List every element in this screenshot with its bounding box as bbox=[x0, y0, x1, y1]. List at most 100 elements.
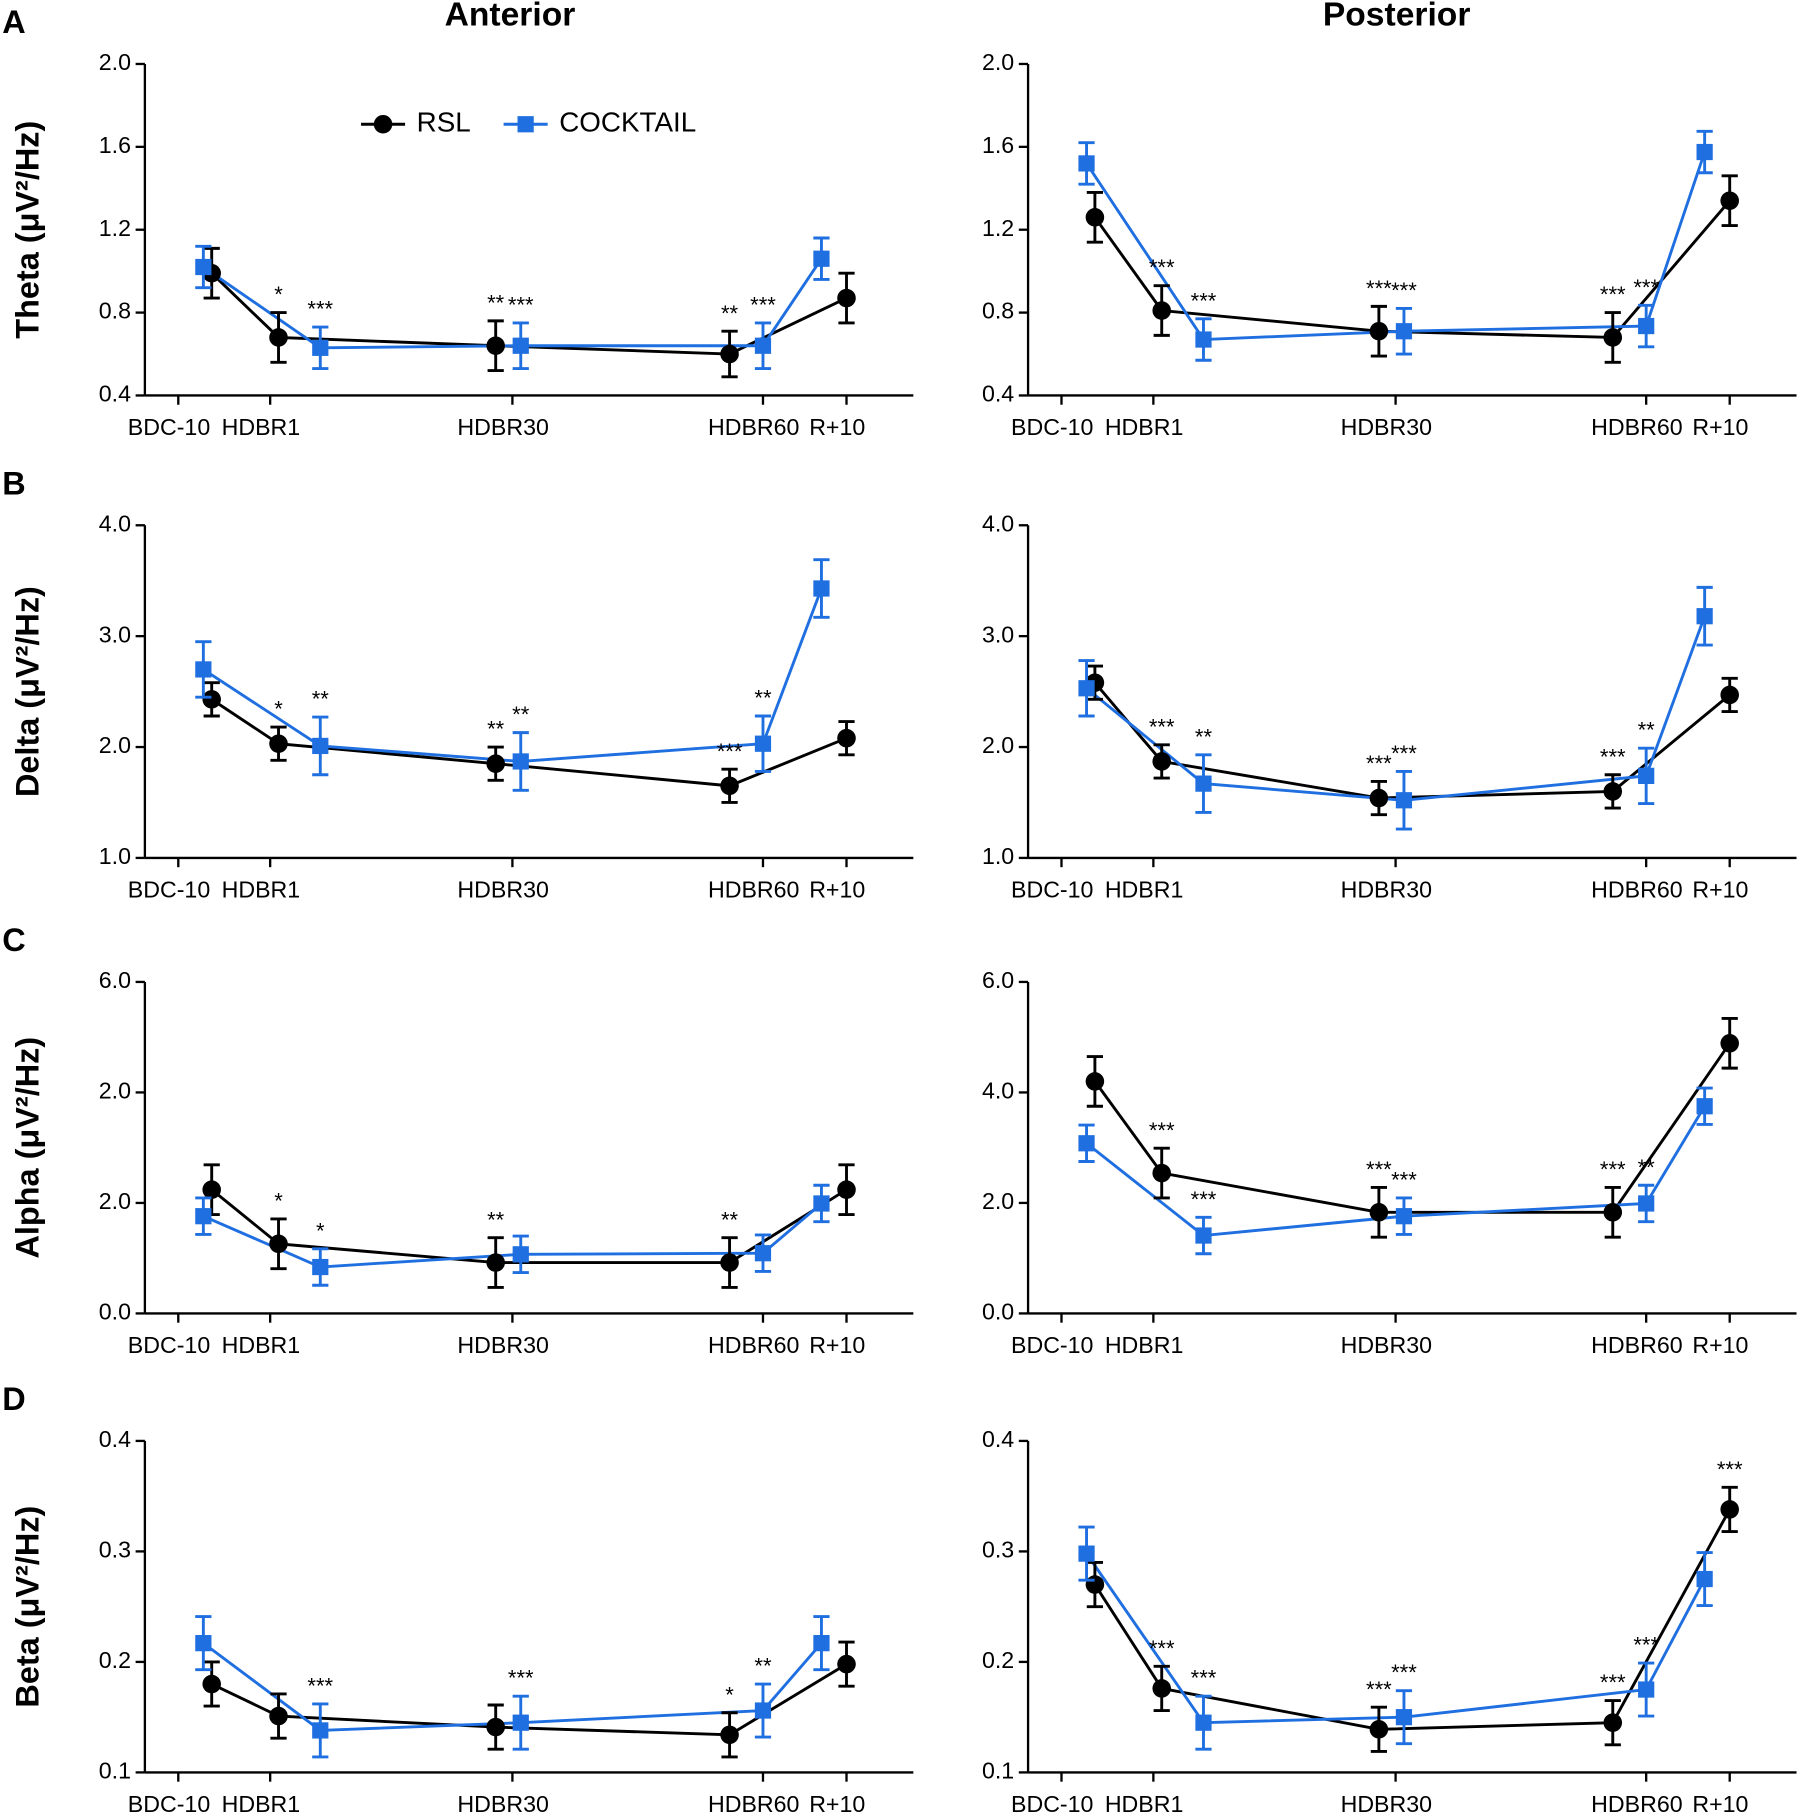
marker bbox=[720, 776, 739, 796]
y-tick-label: 0.1 bbox=[982, 1758, 1014, 1784]
x-tick-label: BDC-10 bbox=[128, 1332, 210, 1358]
marker bbox=[1085, 1072, 1105, 1091]
y-tick-label: 1.0 bbox=[99, 843, 131, 869]
significance-label: *** bbox=[508, 1666, 534, 1691]
marker bbox=[1369, 1720, 1389, 1739]
significance-label: *** bbox=[717, 739, 743, 764]
marker bbox=[1696, 1570, 1713, 1588]
x-tick-label: HDBR60 bbox=[708, 414, 799, 440]
marker bbox=[1603, 782, 1623, 801]
significance-label: *** bbox=[307, 297, 333, 322]
marker bbox=[1603, 1203, 1623, 1222]
marker bbox=[312, 1258, 329, 1276]
marker bbox=[837, 1180, 856, 1199]
y-tick-label: 0.1 bbox=[99, 1758, 131, 1784]
marker bbox=[1395, 323, 1413, 340]
marker bbox=[195, 661, 212, 678]
x-tick-label: HDBR1 bbox=[222, 1791, 301, 1817]
x-tick-label: HDBR30 bbox=[457, 414, 548, 440]
significance-label: *** bbox=[1149, 255, 1175, 280]
marker bbox=[202, 1180, 221, 1199]
significance-label: *** bbox=[1149, 1636, 1175, 1661]
significance-label: ** bbox=[312, 687, 330, 712]
marker bbox=[269, 1706, 288, 1726]
significance-label: *** bbox=[1149, 1118, 1175, 1143]
y-tick-label: 0.0 bbox=[99, 1299, 131, 1325]
marker bbox=[813, 1195, 830, 1212]
x-tick-label: HDBR1 bbox=[222, 877, 301, 903]
marker bbox=[1720, 191, 1739, 210]
significance-label: *** bbox=[1366, 276, 1392, 301]
marker bbox=[754, 1245, 772, 1262]
y-tick-label: 6.0 bbox=[982, 967, 1014, 993]
marker bbox=[837, 288, 856, 308]
x-tick-label: R+10 bbox=[809, 1332, 865, 1358]
y-tick-label: 3.0 bbox=[982, 621, 1014, 647]
series-line bbox=[210, 1188, 848, 1265]
marker bbox=[1085, 208, 1105, 227]
marker bbox=[269, 328, 288, 347]
y-tick-label: 2.0 bbox=[982, 732, 1014, 758]
significance-label: *** bbox=[1391, 278, 1417, 303]
marker bbox=[720, 1253, 739, 1272]
significance-label: *** bbox=[1600, 1157, 1626, 1182]
x-tick-label: HDBR60 bbox=[708, 1332, 799, 1358]
marker bbox=[1085, 1575, 1105, 1594]
panel-label: C bbox=[2, 922, 25, 958]
significance-label: *** bbox=[1191, 1187, 1217, 1212]
x-tick-label: HDBR30 bbox=[1341, 1791, 1432, 1817]
significance-label: ** bbox=[487, 1207, 505, 1232]
marker bbox=[1603, 1713, 1623, 1732]
marker bbox=[1078, 155, 1095, 172]
marker bbox=[1152, 1679, 1171, 1698]
y-tick-label: 0.2 bbox=[99, 1647, 131, 1673]
marker bbox=[1195, 1227, 1212, 1244]
x-tick-label: BDC-10 bbox=[1011, 877, 1093, 903]
marker bbox=[813, 1635, 830, 1652]
series-line bbox=[1093, 1508, 1731, 1731]
y-tick-label: 0.2 bbox=[982, 1647, 1014, 1673]
significance-label: *** bbox=[1633, 275, 1659, 300]
y-tick-label: 0.4 bbox=[982, 381, 1014, 407]
legend-marker bbox=[373, 114, 393, 134]
marker bbox=[1078, 1135, 1095, 1152]
significance-label: ** bbox=[1638, 718, 1656, 743]
y-tick-label: 2.0 bbox=[99, 1188, 131, 1214]
x-tick-label: HDBR30 bbox=[457, 1791, 548, 1817]
y-tick-label: 1.0 bbox=[982, 843, 1014, 869]
marker bbox=[195, 258, 212, 276]
x-tick-label: HDBR30 bbox=[1341, 877, 1432, 903]
y-tick-label: 4.0 bbox=[982, 510, 1014, 536]
y-tick-label: 4.0 bbox=[99, 510, 131, 536]
marker bbox=[1152, 1163, 1171, 1183]
marker bbox=[269, 734, 288, 753]
significance-label: *** bbox=[1191, 1666, 1217, 1691]
significance-label: ** bbox=[487, 717, 505, 742]
y-axis-label: Alpha (μV²/Hz) bbox=[10, 1037, 46, 1259]
marker bbox=[813, 580, 830, 597]
column-title: Posterior bbox=[1323, 0, 1471, 33]
x-tick-label: BDC-10 bbox=[128, 1791, 210, 1817]
marker bbox=[195, 1208, 212, 1225]
y-tick-label: 2.0 bbox=[982, 49, 1014, 75]
significance-label: *** bbox=[1391, 1660, 1417, 1685]
marker bbox=[1078, 680, 1095, 697]
marker bbox=[1638, 1681, 1655, 1698]
x-tick-label: HDBR60 bbox=[1591, 877, 1682, 903]
significance-label: *** bbox=[1600, 282, 1626, 307]
x-tick-label: BDC-10 bbox=[128, 877, 210, 903]
marker bbox=[269, 1234, 288, 1254]
marker bbox=[754, 1702, 772, 1719]
significance-label: ** bbox=[721, 1207, 739, 1232]
marker bbox=[486, 1717, 505, 1737]
x-tick-label: HDBR1 bbox=[1105, 1791, 1184, 1817]
significance-label: *** bbox=[1633, 1633, 1659, 1658]
significance-label: *** bbox=[1366, 1157, 1392, 1182]
marker bbox=[512, 337, 529, 354]
y-tick-label: 0.8 bbox=[99, 298, 131, 324]
significance-label: ** bbox=[754, 686, 772, 711]
y-tick-label: 6.0 bbox=[99, 967, 131, 993]
significance-label: ** bbox=[721, 301, 739, 326]
marker bbox=[1152, 752, 1171, 771]
